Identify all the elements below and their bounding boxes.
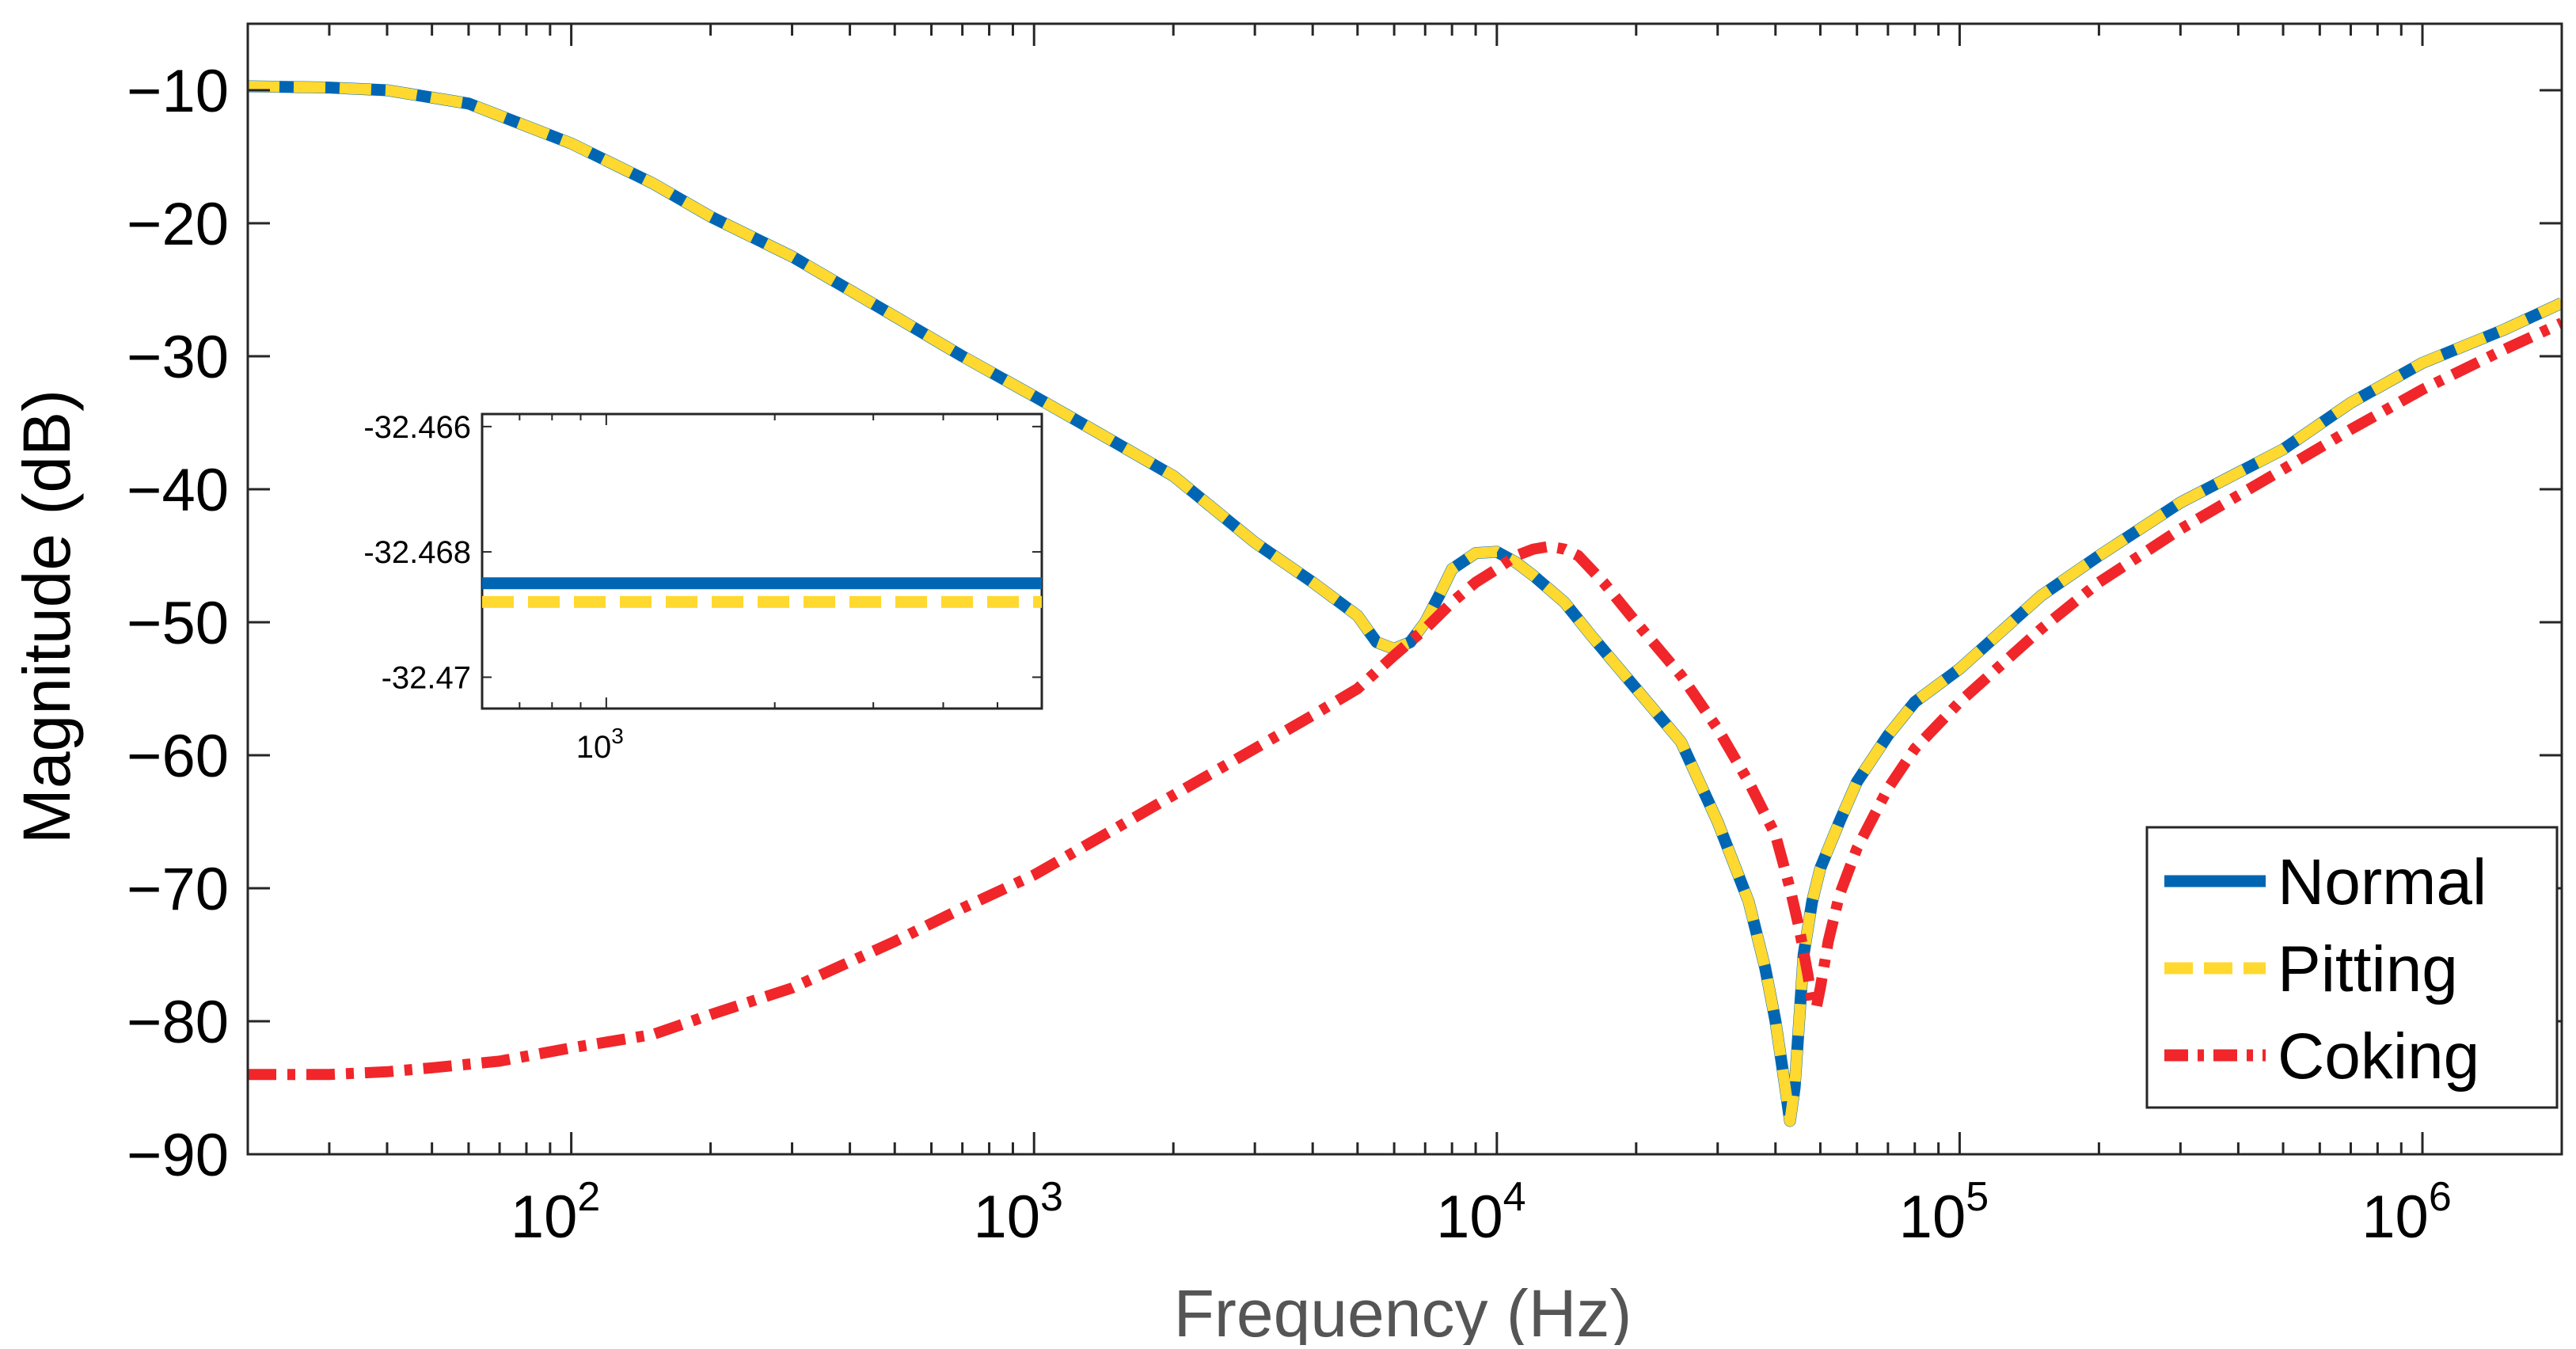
legend-label-normal: Normal <box>2278 846 2487 918</box>
y-tick-label: −90 <box>127 1122 229 1189</box>
legend-label-pitting: Pitting <box>2278 933 2458 1005</box>
y-tick-label: −80 <box>127 989 229 1056</box>
series-line-coking <box>248 317 2562 1081</box>
y-tick-label: −60 <box>127 723 229 790</box>
y-tick-label: −70 <box>127 856 229 923</box>
plot-frame <box>246 22 2563 1156</box>
series-layer <box>248 80 2562 1127</box>
inset-x-tick-label: 103 <box>576 724 624 765</box>
y-tick-label: −40 <box>127 457 229 524</box>
x-tick-label: 105 <box>1899 1174 1989 1251</box>
y-tick-label: −10 <box>127 58 229 125</box>
inset-y-tick-label: -32.466 <box>363 410 471 445</box>
inset-layer: 103 -32.466 -32.468 -32.47 <box>363 410 1043 765</box>
x-tick-label: 106 <box>2361 1174 2451 1251</box>
x-tick-label: 103 <box>973 1174 1062 1251</box>
y-tick-label: −20 <box>127 191 229 258</box>
axes-layer: 102 103 104 105 106 −10 −20 −30 −40 −50 −60 −70 −80 −… <box>127 22 2563 1251</box>
y-tick-label: −50 <box>127 590 229 657</box>
inset-y-tick-label: -32.47 <box>382 660 471 695</box>
inset-y-tick-label: -32.468 <box>363 535 471 570</box>
x-axis-title: Frequency (Hz) <box>1174 1276 1632 1345</box>
y-tick-label: −30 <box>127 324 229 391</box>
x-tick-label: 104 <box>1436 1174 1525 1251</box>
inset-frame <box>481 412 1043 710</box>
series-line-pitting <box>248 81 2562 1127</box>
y-axis-title: Magnitude (dB) <box>9 390 84 844</box>
legend-label-coking: Coking <box>2278 1020 2479 1092</box>
legend-layer: Normal Pitting Coking <box>2145 826 2559 1109</box>
x-tick-label: 102 <box>511 1174 600 1251</box>
